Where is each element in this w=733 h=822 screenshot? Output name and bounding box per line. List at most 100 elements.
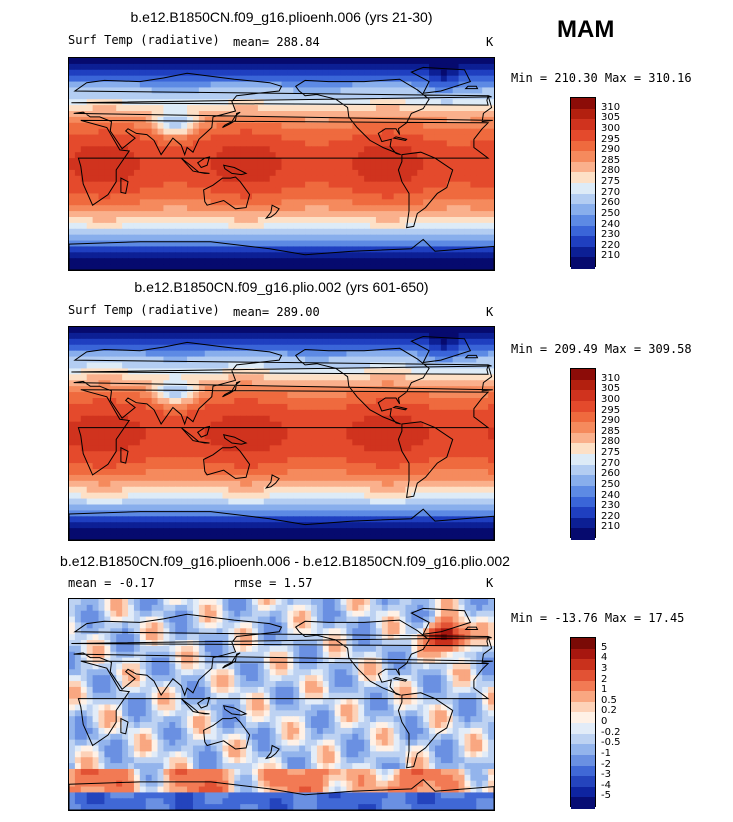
field-cell — [210, 463, 218, 470]
field-cell — [104, 356, 111, 364]
field-cell — [375, 111, 383, 118]
field-cell — [122, 486, 129, 494]
field-cell — [74, 228, 82, 236]
field-cell — [399, 175, 407, 183]
field-cell — [92, 234, 100, 242]
field-cell — [246, 409, 253, 417]
field-cell — [116, 175, 123, 183]
field-cell — [334, 516, 342, 523]
field-cell — [381, 222, 389, 230]
field-cell — [281, 152, 288, 159]
field-cell — [440, 87, 448, 94]
field-cell — [316, 480, 324, 488]
field-cell — [358, 415, 365, 423]
field-cell — [305, 81, 312, 89]
field-cell — [305, 445, 312, 452]
field-cell — [423, 193, 430, 200]
field-cell — [234, 199, 241, 206]
field-cell — [470, 152, 477, 159]
field-cell — [328, 356, 336, 364]
field-cell — [275, 362, 283, 370]
field-cell — [86, 246, 94, 253]
field-cell — [80, 93, 88, 100]
field-cell — [157, 122, 165, 130]
field-cell — [169, 327, 176, 334]
field-cell — [128, 164, 135, 171]
field-cell — [328, 175, 336, 183]
field-cell — [104, 240, 111, 248]
field-cell — [157, 469, 165, 476]
field-cell — [399, 228, 407, 236]
field-cell — [210, 258, 218, 265]
field-cell — [275, 152, 283, 159]
field-cell — [216, 451, 224, 458]
field-cell — [334, 146, 342, 153]
field-cell — [92, 344, 100, 352]
field-cell — [387, 175, 395, 183]
field-cell — [210, 140, 218, 147]
field-cell — [287, 504, 294, 512]
field-cell — [293, 427, 300, 435]
field-cell — [269, 228, 277, 236]
field-cell — [464, 75, 471, 83]
field-cell — [423, 58, 430, 65]
field-cell — [198, 111, 206, 118]
field-cell — [370, 75, 377, 83]
field-cell — [246, 338, 253, 346]
field-cell — [352, 264, 359, 270]
field-cell — [128, 445, 135, 452]
field-cell — [175, 111, 182, 118]
field-cell — [210, 415, 218, 423]
field-cell — [364, 93, 371, 100]
field-cell — [429, 134, 436, 142]
field-cell — [222, 193, 229, 200]
field-cell — [139, 510, 147, 517]
field-cell — [163, 140, 170, 147]
field-cell — [346, 140, 353, 147]
field-cell — [175, 146, 182, 153]
field-cell — [281, 380, 288, 387]
field-cell — [104, 128, 111, 136]
field-cell — [92, 427, 100, 435]
field-cell — [393, 122, 401, 130]
field-cell — [375, 409, 383, 417]
field-cell — [240, 463, 247, 470]
field-cell — [322, 463, 330, 470]
field-cell — [204, 498, 212, 506]
field-cell — [423, 258, 430, 265]
field-cell — [352, 128, 359, 136]
field-cell — [293, 356, 300, 364]
field-cell — [488, 169, 494, 177]
field-cell — [86, 403, 94, 411]
field-cell — [446, 510, 454, 517]
field-cell — [251, 421, 259, 429]
field-cell — [417, 504, 424, 512]
field-cell — [222, 217, 229, 224]
field-cell — [275, 386, 283, 393]
field-cell — [210, 111, 218, 118]
field-cell — [192, 116, 200, 124]
colorbar-tick-label: 305 — [601, 112, 621, 124]
field-cell — [287, 403, 294, 411]
field-cell — [228, 451, 235, 458]
field-cell — [192, 75, 200, 83]
field-cell — [340, 158, 348, 165]
field-cell — [452, 152, 460, 159]
field-cell — [411, 380, 418, 387]
field-cell — [192, 234, 200, 242]
field-cell — [116, 469, 123, 476]
field-cell — [69, 380, 76, 387]
field-cell — [86, 258, 94, 265]
field-cell — [293, 187, 300, 195]
field-cell — [216, 63, 224, 71]
field-cell — [110, 58, 117, 65]
field-cell — [434, 392, 442, 399]
field-cell — [364, 415, 371, 423]
field-cell — [275, 510, 283, 517]
field-cell — [293, 374, 300, 381]
field-cell — [257, 368, 265, 375]
field-cell — [198, 199, 206, 206]
field-cell — [128, 93, 135, 100]
field-cell — [139, 457, 147, 464]
field-cell — [246, 140, 253, 147]
